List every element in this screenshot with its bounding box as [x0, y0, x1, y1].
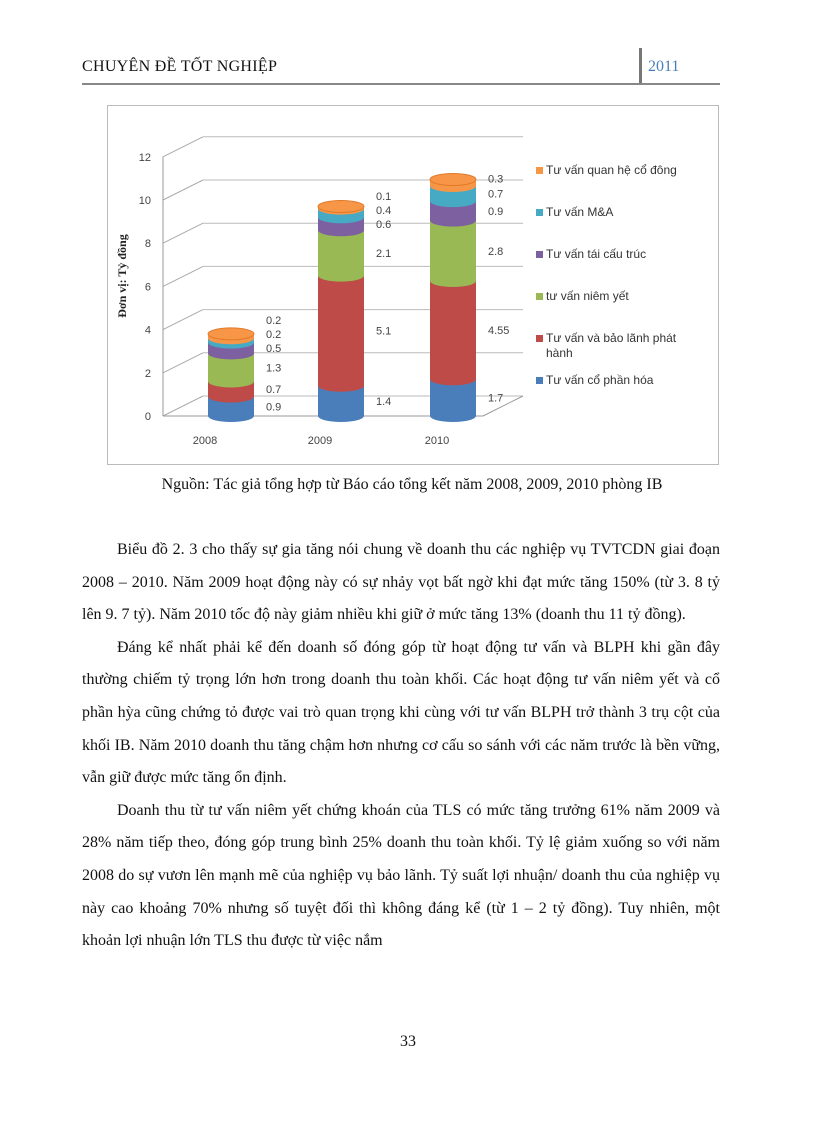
- bar-segment: [318, 275, 364, 392]
- y-axis-title: Đơn vị: Tỷ đồng: [115, 234, 129, 317]
- bar-segment: [430, 201, 476, 227]
- y-tick-label: 4: [145, 325, 151, 337]
- header-year: 2011: [648, 58, 680, 75]
- legend-label: tư vấn niêm yết: [546, 289, 629, 303]
- chart-frame: 0 2 4 6 8 10 12 Đơn vị: Tỷ đồng 2008 0.9 0.7 1.3 0.5…: [107, 105, 719, 465]
- legend-label: Tư vấn cổ phần hóa: [546, 373, 654, 387]
- legend-label: Tư vấn tái cấu trúc: [546, 247, 646, 261]
- header-divider: [639, 48, 642, 84]
- bar-segment: [208, 381, 254, 403]
- gridline-depth: [162, 309, 204, 331]
- y-tick-label: 2: [145, 368, 151, 380]
- data-label: 1.3: [266, 362, 281, 374]
- bar-segment: [430, 185, 476, 208]
- data-label: 0.3: [488, 174, 503, 186]
- bar-segment: [318, 230, 364, 282]
- gridline-depth: [162, 265, 204, 287]
- gridline-depth: [162, 352, 204, 374]
- header-rule: [82, 83, 720, 85]
- data-label: 0.2: [266, 329, 281, 341]
- gridline-depth: [162, 136, 204, 158]
- legend-label: Tư vấn M&A: [546, 205, 613, 219]
- x-tick-label: 2010: [425, 435, 449, 447]
- page-number: 33: [400, 1033, 416, 1050]
- data-label: 4.55: [488, 325, 509, 337]
- data-label: 0.1: [376, 191, 391, 203]
- revenue-chart: 0 2 4 6 8 10 12 Đơn vị: Tỷ đồng 2008 0.9 0.7 1.3 0.5…: [115, 136, 677, 447]
- legend-label: hành: [546, 346, 573, 360]
- legend-label: Tư vấn quan hệ cổ đông: [546, 163, 677, 177]
- paragraph: Biểu đồ 2. 3 cho thấy sự gia tăng nói ch…: [82, 541, 720, 624]
- legend-swatch: [536, 377, 543, 384]
- gridline-depth: [162, 222, 204, 244]
- bar-top: [207, 327, 255, 341]
- data-label: 0.5: [266, 343, 281, 355]
- data-label: 5.1: [376, 326, 391, 338]
- x-tick-label: 2008: [193, 435, 217, 447]
- bar-segment: [208, 396, 254, 422]
- y-tick-label: 8: [145, 238, 151, 250]
- paragraph: Doanh thu từ tư vấn niêm yết chứng khoán…: [82, 801, 720, 950]
- y-tick-label: 12: [139, 152, 151, 164]
- legend-swatch: [536, 209, 543, 216]
- data-label: 0.6: [376, 219, 391, 231]
- bar-segment: [430, 379, 476, 422]
- x-tick-label: 2009: [308, 435, 332, 447]
- data-label: 2.1: [376, 248, 391, 260]
- legend-label: Tư vấn và bảo lãnh phát: [546, 331, 677, 345]
- bar-segment: [430, 281, 476, 386]
- chart-caption: Nguồn: Tác giả tổng hợp từ Báo cáo tổng …: [161, 476, 663, 493]
- y-tick-label: 10: [139, 195, 151, 207]
- data-label: 0.2: [266, 315, 281, 327]
- legend-swatch: [536, 335, 543, 342]
- bar-segment: [430, 220, 476, 287]
- data-label: 1.7: [488, 393, 503, 405]
- body-text: Biểu đồ 2. 3 cho thấy sự gia tăng nói ch…: [82, 534, 720, 958]
- data-label: 0.9: [488, 206, 503, 218]
- bar-top: [317, 199, 365, 213]
- y-tick-label: 0: [145, 411, 151, 423]
- header-title: CHUYÊN ĐỀ TỐT NGHIỆP: [82, 58, 278, 75]
- paragraph: Đáng kể nhất phải kể đến doanh số đóng g…: [82, 638, 720, 787]
- legend-swatch: [536, 167, 543, 174]
- data-label: 0.9: [266, 401, 281, 413]
- data-label: 0.4: [376, 205, 391, 217]
- bar-segment: [208, 353, 254, 388]
- bar-top: [429, 172, 477, 186]
- data-label: 0.7: [266, 384, 281, 396]
- data-label: 0.7: [488, 189, 503, 201]
- bar-segment: [318, 385, 364, 422]
- legend-swatch: [536, 293, 543, 300]
- gridline-depth: [162, 179, 204, 201]
- gridline-depth: [162, 395, 204, 417]
- data-label: 1.4: [376, 396, 391, 408]
- data-label: 2.8: [488, 246, 503, 258]
- y-tick-label: 6: [145, 281, 151, 293]
- floor-edge: [482, 395, 524, 417]
- legend-swatch: [536, 251, 543, 258]
